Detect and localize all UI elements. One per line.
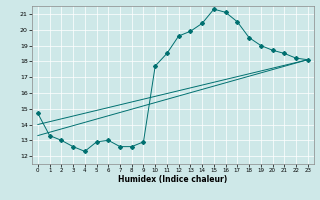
X-axis label: Humidex (Indice chaleur): Humidex (Indice chaleur) [118, 175, 228, 184]
